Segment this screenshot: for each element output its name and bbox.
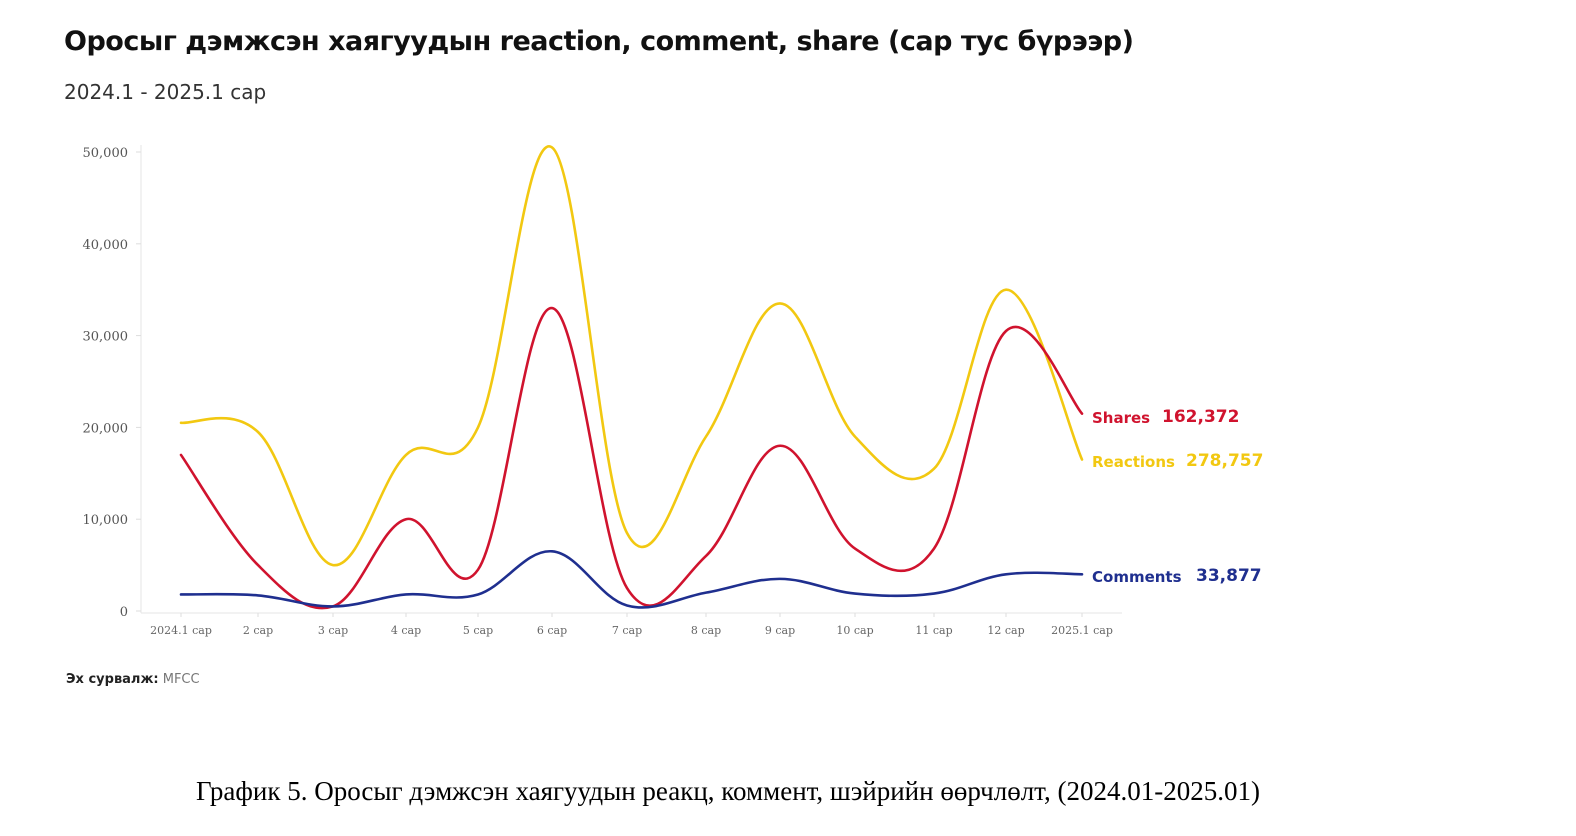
y-tick-label: 30,000 xyxy=(83,330,129,345)
chart-lines xyxy=(179,145,1084,610)
x-tick-label: 5 сар xyxy=(463,624,493,637)
x-tick-label: 4 сар xyxy=(391,624,421,637)
series-labels: Reactions 278,757 Shares 162,372 Comments 33,… xyxy=(1092,407,1263,586)
series-line-reactions xyxy=(179,145,1084,567)
series-total: 278,757 xyxy=(1186,451,1263,471)
series-name: Shares xyxy=(1092,409,1150,427)
x-tick-label: 3 сар xyxy=(318,624,348,637)
chart-subtitle: 2024.1 - 2025.1 сар xyxy=(64,80,267,104)
series-line-comments xyxy=(179,550,1084,609)
y-tick-label: 10,000 xyxy=(83,513,129,528)
x-tick-label: 11 сар xyxy=(915,624,952,637)
series-label-comments: Comments 33,877 xyxy=(1092,566,1262,586)
source-note: Эх сурвалж: MFCC xyxy=(66,672,200,687)
x-tick-label: 2024.1 сар xyxy=(150,624,212,637)
series-total: 162,372 xyxy=(1162,407,1239,427)
x-tick-label: 9 сар xyxy=(765,624,795,637)
x-tick-label: 2 сар xyxy=(243,624,273,637)
x-tick-label: 10 сар xyxy=(836,624,873,637)
series-line-shares xyxy=(179,306,1084,610)
y-tick-label: 50,000 xyxy=(83,146,129,161)
x-tick-label: 8 сар xyxy=(691,624,721,637)
y-tick-label: 40,000 xyxy=(83,238,129,253)
series-name: Reactions xyxy=(1092,453,1175,471)
y-tick-label: 0 xyxy=(120,605,128,620)
chart-axes: 0 10,000 20,000 30,000 40,000 50,000 2024.1 са… xyxy=(83,145,1122,637)
series-label-reactions: Reactions 278,757 xyxy=(1092,451,1263,471)
source-label: Эх сурвалж: xyxy=(66,672,159,687)
figure-caption: График 5. Оросыг дэмжсэн хаягуудын реакц… xyxy=(196,776,1260,806)
series-name: Comments xyxy=(1092,568,1182,586)
x-tick-label: 7 сар xyxy=(612,624,642,637)
y-tick-label: 20,000 xyxy=(83,421,129,436)
series-total: 33,877 xyxy=(1196,566,1262,586)
x-tick-label: 12 сар xyxy=(987,624,1024,637)
chart-title: Оросыг дэмжсэн хаягуудын reaction, comme… xyxy=(64,26,1134,57)
x-tick-label: 6 сар xyxy=(537,624,567,637)
source-value: MFCC xyxy=(162,672,200,687)
x-tick-label: 2025.1 сар xyxy=(1051,624,1113,637)
series-label-shares: Shares 162,372 xyxy=(1092,407,1239,427)
line-chart: 0 10,000 20,000 30,000 40,000 50,000 2024.1 са… xyxy=(83,145,1263,637)
